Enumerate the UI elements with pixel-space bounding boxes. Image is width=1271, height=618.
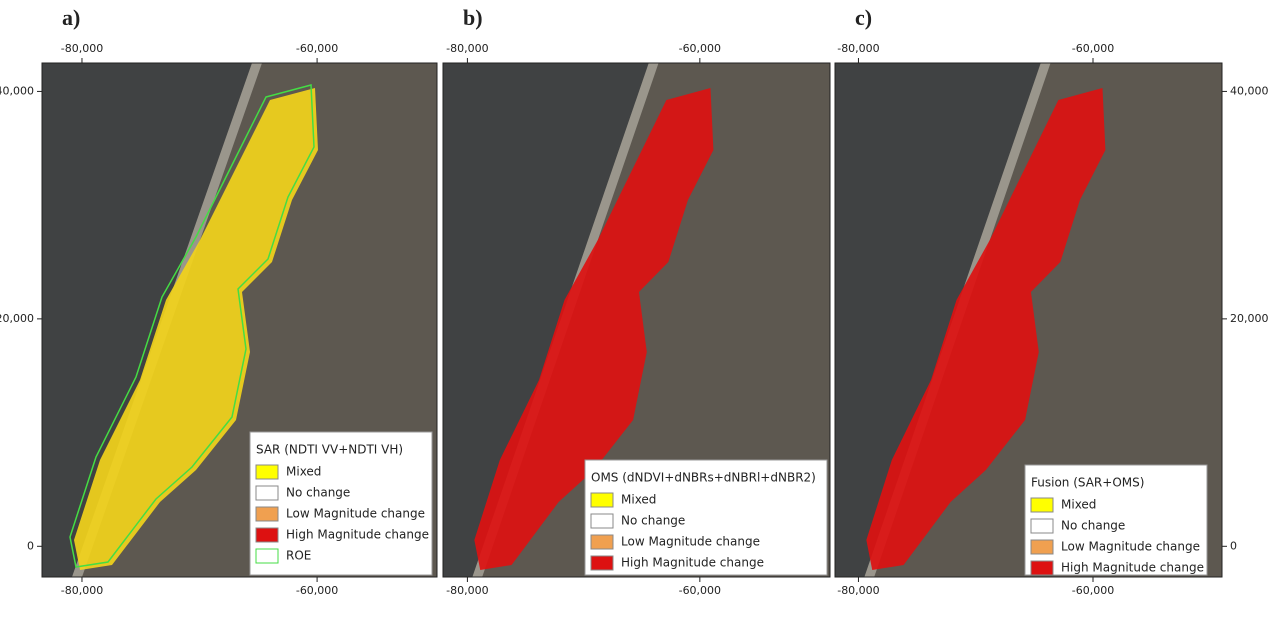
legend-swatch [1031, 540, 1053, 554]
x-tick-label: -80,000 [446, 42, 488, 55]
panel-label: c) [855, 5, 872, 30]
legend-label: No change [286, 486, 350, 500]
legend-label: High Magnitude change [621, 556, 764, 570]
x-tick-label: -80,000 [837, 584, 879, 597]
x-tick-label: -80,000 [61, 584, 103, 597]
legend-swatch [256, 549, 278, 563]
legend-label: High Magnitude change [1061, 561, 1204, 575]
legend-label: Low Magnitude change [1061, 540, 1200, 554]
x-tick-label: -80,000 [837, 42, 879, 55]
legend-swatch [256, 465, 278, 479]
legend-swatch [256, 507, 278, 521]
y-tick-label: 40,000 [0, 84, 34, 97]
legend-swatch [591, 556, 613, 570]
legend-label: Mixed [286, 465, 321, 479]
y-tick-label: 20,000 [0, 312, 34, 325]
legend-swatch [591, 514, 613, 528]
legend-swatch [1031, 498, 1053, 512]
figure: a) -80,000 -80,000 -60,000 -60,000 0 20,000 40,… [0, 0, 1271, 614]
x-tick-label: -60,000 [679, 42, 721, 55]
x-tick-label: -60,000 [296, 584, 338, 597]
legend-label: Mixed [621, 493, 656, 507]
legend-swatch [1031, 561, 1053, 575]
legend-label: Low Magnitude change [621, 535, 760, 549]
legend-swatch [591, 535, 613, 549]
x-tick-label: -80,000 [61, 42, 103, 55]
x-tick-label: -60,000 [1072, 42, 1114, 55]
legend-label: ROE [286, 549, 311, 563]
legend-title: Fusion (SAR+OMS) [1031, 476, 1144, 490]
x-tick-label: -60,000 [1072, 584, 1114, 597]
legend-swatch [591, 493, 613, 507]
legend-swatch [1031, 519, 1053, 533]
y-tick-label: 0 [27, 539, 34, 552]
legend-swatch [256, 486, 278, 500]
x-tick-label: -80,000 [446, 584, 488, 597]
legend-label: No change [621, 514, 685, 528]
y-tick-label: 0 [1230, 539, 1237, 552]
panel-label: b) [463, 5, 483, 30]
legend-title: SAR (NDTI VV+NDTI VH) [256, 443, 403, 457]
x-tick-label: -60,000 [679, 584, 721, 597]
x-tick-label: -60,000 [296, 42, 338, 55]
legend-label: No change [1061, 519, 1125, 533]
y-tick-label: 40,000 [1230, 84, 1269, 97]
legend-label: High Magnitude change [286, 528, 429, 542]
legend-swatch [256, 528, 278, 542]
legend-title: OMS (dNDVI+dNBRs+dNBRl+dNBR2) [591, 471, 816, 485]
legend-label: Low Magnitude change [286, 507, 425, 521]
y-tick-label: 20,000 [1230, 312, 1269, 325]
panel-label: a) [62, 5, 80, 30]
legend-label: Mixed [1061, 498, 1096, 512]
